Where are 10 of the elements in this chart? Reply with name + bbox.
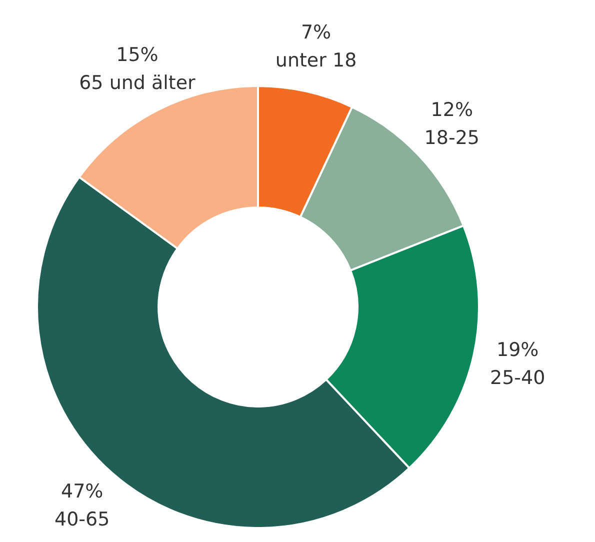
slice-label: 65 und älter: [79, 72, 196, 94]
data-label: 47%: [60, 480, 104, 502]
data-label: 19%: [496, 338, 539, 361]
data-label: 15%: [116, 44, 158, 66]
slice-label: 25-40: [490, 366, 546, 389]
slice-label: unter 18: [275, 49, 357, 72]
slice-label: 18-25: [424, 126, 480, 149]
data-label: 12%: [430, 98, 474, 121]
slice-label: 40-65: [54, 508, 110, 530]
data-label: 7%: [300, 21, 332, 44]
